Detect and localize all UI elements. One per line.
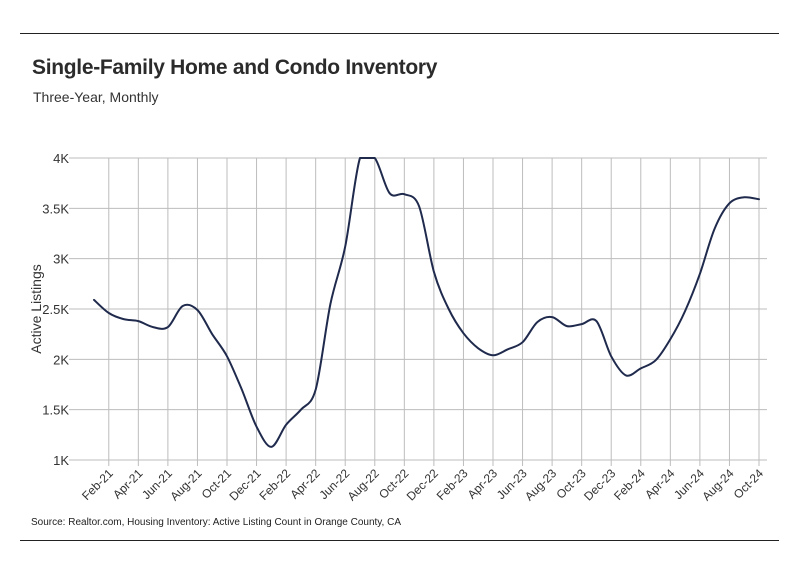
- data-point-Jun-22: [344, 246, 346, 248]
- data-point-Jul-23: [536, 321, 538, 323]
- data-point-Nov-21: [241, 389, 243, 391]
- data-point-May-24: [684, 310, 686, 312]
- top-rule: [20, 33, 779, 34]
- y-tick-label: 3.5K: [42, 201, 69, 216]
- data-point-Jan-22: [270, 446, 272, 448]
- x-tick-label: Dec-22: [404, 466, 441, 503]
- data-point-May-21: [152, 326, 154, 328]
- x-tick-label: Aug-23: [522, 466, 559, 503]
- data-point-Aug-21: [196, 309, 198, 311]
- data-point-May-23: [507, 348, 509, 350]
- horizontal-gridlines: [69, 157, 767, 461]
- source-note: Source: Realtor.com, Housing Inventory: …: [31, 517, 401, 528]
- y-tick-label: 2.5K: [42, 302, 69, 317]
- data-point-Sep-23: [566, 325, 568, 327]
- bottom-rule: [20, 540, 779, 541]
- x-tick-label: Apr-22: [287, 466, 323, 502]
- data-point-Jan-24: [625, 374, 627, 376]
- data-points: [93, 157, 760, 448]
- data-point-Apr-21: [137, 320, 139, 322]
- x-tick-label: Dec-21: [226, 466, 263, 503]
- data-point-Jan-21: [93, 299, 95, 301]
- x-tick-labels: Feb-21Apr-21Jun-21Aug-21Oct-21Dec-21Feb-…: [79, 466, 766, 503]
- data-point-Oct-22: [403, 193, 405, 195]
- x-tick-label: Feb-24: [611, 466, 648, 503]
- data-point-Mar-24: [655, 359, 657, 361]
- data-point-Apr-22: [315, 389, 317, 391]
- y-tick-label: 3K: [53, 252, 69, 267]
- data-point-Jun-21: [167, 326, 169, 328]
- x-tick-label: Aug-24: [699, 466, 736, 503]
- vertical-gridlines: [108, 158, 760, 466]
- data-point-Nov-22: [418, 205, 420, 207]
- data-point-Dec-21: [256, 426, 258, 428]
- y-tick-labels: 1K 1.5K 2K 2.5K 3K 3.5K 4K: [42, 151, 69, 468]
- data-point-Dec-23: [610, 355, 612, 357]
- data-point-May-22: [329, 303, 331, 305]
- data-point-Oct-24: [758, 198, 760, 200]
- data-point-Sep-22: [389, 192, 391, 194]
- y-tick-label: 1.5K: [42, 403, 69, 418]
- x-tick-label: Apr-24: [642, 466, 678, 502]
- data-point-Sep-24: [743, 196, 745, 198]
- data-point-Jun-24: [699, 273, 701, 275]
- data-point-Apr-24: [669, 338, 671, 340]
- x-tick-label: Aug-21: [167, 466, 204, 503]
- data-point-Sep-21: [211, 333, 213, 335]
- data-point-Dec-22: [433, 271, 435, 273]
- x-tick-label: Feb-21: [79, 466, 116, 503]
- x-tick-label: Feb-23: [434, 466, 471, 503]
- data-point-Mar-21: [123, 318, 125, 320]
- x-tick-label: Oct-24: [731, 466, 767, 502]
- y-axis-label: Active Listings: [28, 264, 44, 353]
- data-point-Apr-23: [492, 354, 494, 356]
- data-point-Jun-23: [522, 341, 524, 343]
- data-point-Mar-22: [300, 409, 302, 411]
- data-point-Feb-21: [108, 312, 110, 314]
- chart-subtitle: Three-Year, Monthly: [33, 89, 159, 105]
- x-tick-label: Apr-23: [465, 466, 501, 502]
- data-point-Mar-23: [477, 347, 479, 349]
- data-point-Aug-22: [374, 157, 376, 159]
- x-tick-label: Feb-22: [256, 466, 293, 503]
- x-tick-label: Aug-22: [345, 466, 382, 503]
- data-point-Feb-23: [462, 332, 464, 334]
- data-point-Jul-21: [182, 305, 184, 307]
- chart-title: Single-Family Home and Condo Inventory: [32, 56, 438, 79]
- data-point-Jul-22: [359, 157, 361, 159]
- x-tick-label: Dec-23: [581, 466, 618, 503]
- data-point-Oct-23: [581, 323, 583, 325]
- inventory-series-line: [93, 157, 760, 448]
- data-point-Feb-24: [640, 367, 642, 369]
- data-point-Aug-24: [728, 202, 730, 204]
- y-tick-label: 2K: [53, 352, 69, 367]
- y-tick-label: 1K: [53, 453, 69, 468]
- x-tick-label: Apr-21: [110, 466, 146, 502]
- data-point-Feb-22: [285, 424, 287, 426]
- data-point-Oct-21: [226, 355, 228, 357]
- data-point-Nov-23: [595, 320, 597, 322]
- data-point-Jul-24: [714, 227, 716, 229]
- data-point-Jan-23: [448, 308, 450, 310]
- data-point-Aug-23: [551, 316, 553, 318]
- y-tick-label: 4K: [53, 151, 69, 166]
